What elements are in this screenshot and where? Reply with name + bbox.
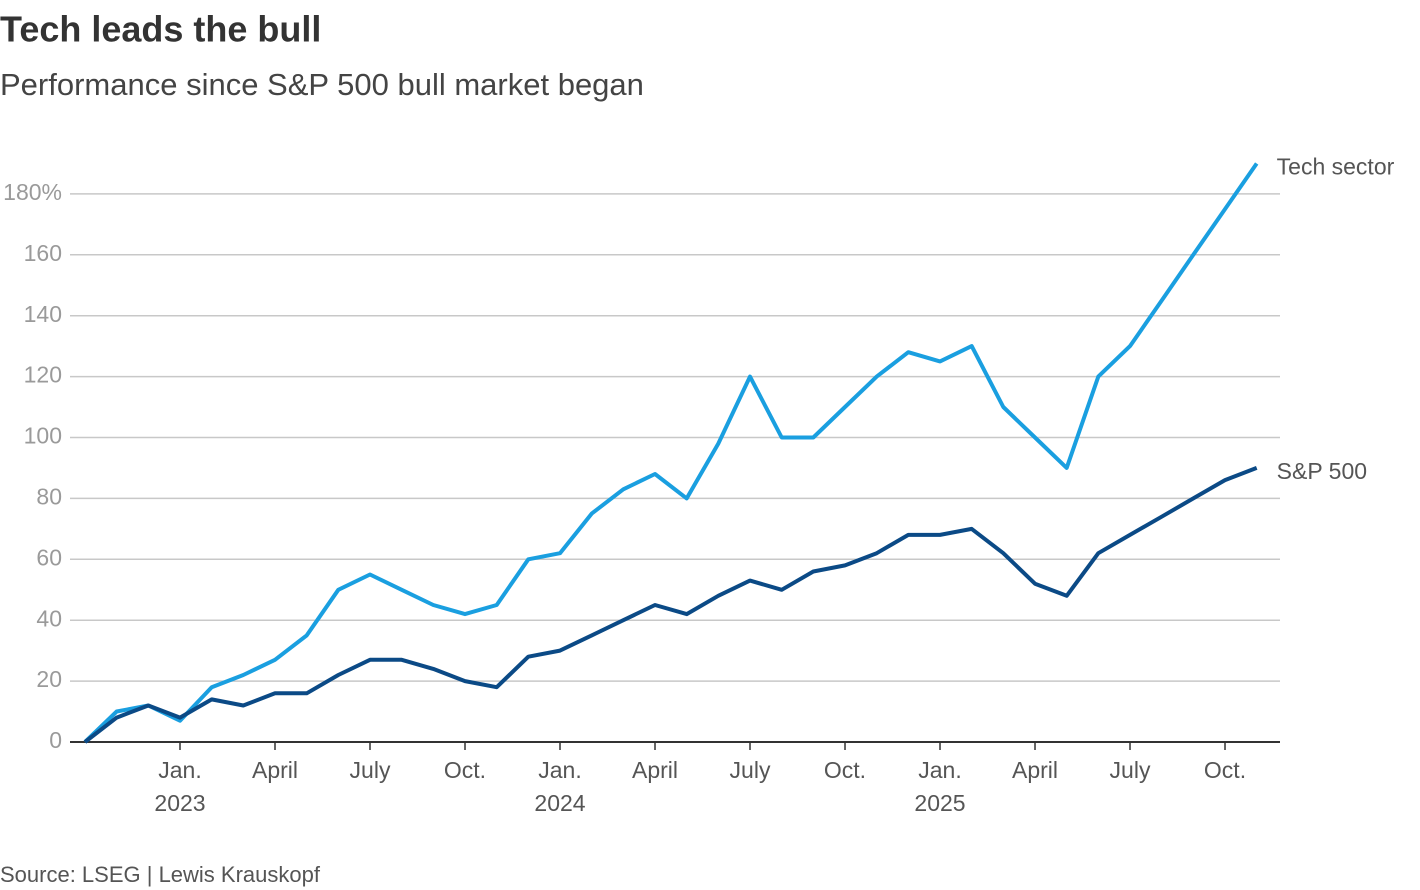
chart-subtitle: Performance since S&P 500 bull market be… bbox=[0, 67, 644, 102]
series-line bbox=[83, 162, 1259, 744]
x-tick-label: Oct. bbox=[1204, 757, 1246, 783]
series-line bbox=[83, 466, 1258, 744]
x-tick-label: April bbox=[252, 757, 298, 783]
y-tick-label: 160 bbox=[24, 240, 62, 266]
y-tick-label: 20 bbox=[36, 666, 62, 692]
x-year-label: 2023 bbox=[154, 790, 205, 816]
x-tick-label: April bbox=[632, 757, 678, 783]
x-tick-label: July bbox=[350, 757, 391, 783]
x-tick-label: July bbox=[730, 757, 771, 783]
y-tick-label: 80 bbox=[36, 483, 62, 509]
y-tick-label: 140 bbox=[24, 301, 62, 327]
x-tick-label: Jan. bbox=[158, 757, 201, 783]
x-tick-label: July bbox=[1110, 757, 1151, 783]
series-label: S&P 500 bbox=[1277, 458, 1367, 484]
x-tick-label: Oct. bbox=[444, 757, 486, 783]
source: Source: LSEG | Lewis Krauskopf bbox=[0, 862, 321, 887]
series-label: Tech sector bbox=[1277, 154, 1395, 180]
x-tick-label: April bbox=[1012, 757, 1058, 783]
y-tick-label: 120 bbox=[24, 362, 62, 388]
chart-title: Tech leads the bull bbox=[0, 9, 321, 50]
y-tick-label: 60 bbox=[36, 544, 62, 570]
y-tick-label: 40 bbox=[36, 605, 62, 631]
x-tick-label: Jan. bbox=[538, 757, 581, 783]
x-tick-label: Jan. bbox=[918, 757, 961, 783]
x-year-label: 2025 bbox=[914, 790, 965, 816]
x-year-label: 2024 bbox=[534, 790, 585, 816]
y-tick-label: 0 bbox=[49, 727, 62, 753]
y-tick-label: 180% bbox=[3, 179, 62, 205]
y-tick-label: 100 bbox=[24, 423, 62, 449]
x-tick-label: Oct. bbox=[824, 757, 866, 783]
